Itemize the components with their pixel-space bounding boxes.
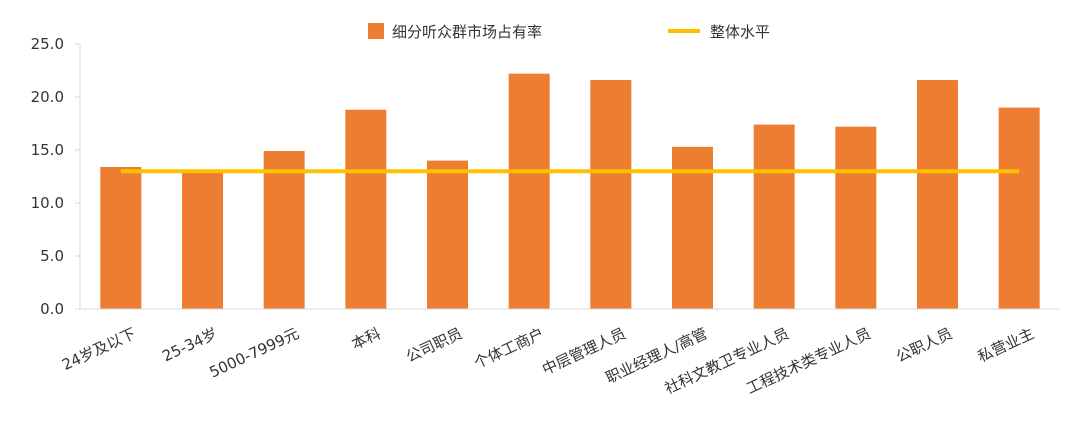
y-tick-label: 5.0 bbox=[40, 247, 64, 265]
legend-label-market-share: 细分听众群市场占有率 bbox=[392, 23, 542, 41]
bar-3 bbox=[345, 109, 387, 309]
x-tick-label: 5000-7999元 bbox=[207, 324, 302, 381]
x-tick-label: 公司职员 bbox=[403, 324, 465, 366]
x-tick-label: 个体工商户 bbox=[471, 324, 547, 372]
bar-9 bbox=[835, 126, 877, 310]
y-tick-label: 0.0 bbox=[40, 300, 64, 318]
bar-7 bbox=[672, 146, 713, 309]
bar-5 bbox=[508, 73, 550, 310]
x-tick-label: 私营业主 bbox=[975, 324, 1037, 366]
y-tick-label: 20.0 bbox=[31, 88, 64, 106]
bar-2 bbox=[263, 151, 305, 309]
y-tick-label: 15.0 bbox=[31, 141, 64, 159]
y-axis: 0.0 5.0 10.0 15.0 20.0 25.0 bbox=[31, 35, 81, 318]
legend-label-overall-level: 整体水平 bbox=[710, 23, 770, 41]
x-tick-label: 公职人员 bbox=[893, 324, 955, 366]
bar-6 bbox=[590, 80, 632, 309]
x-tick-label: 24岁及以下 bbox=[59, 324, 138, 374]
y-tick-label: 25.0 bbox=[31, 35, 64, 53]
legend-swatch-market-share bbox=[368, 23, 384, 39]
x-tick-label: 本科 bbox=[349, 324, 384, 353]
bar-0 bbox=[100, 166, 142, 309]
bars bbox=[100, 73, 1040, 310]
legend: 细分听众群市场占有率 整体水平 bbox=[368, 23, 770, 41]
bar-11 bbox=[998, 107, 1040, 309]
bar-10 bbox=[917, 80, 958, 309]
bar-4 bbox=[427, 160, 468, 309]
y-tick-label: 10.0 bbox=[31, 194, 64, 212]
bar-1 bbox=[182, 170, 223, 309]
x-tick-label: 25-34岁 bbox=[159, 324, 220, 365]
bar-8 bbox=[753, 124, 795, 309]
